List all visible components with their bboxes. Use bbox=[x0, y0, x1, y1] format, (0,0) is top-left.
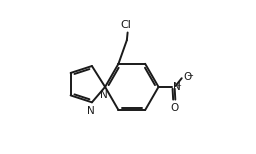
Text: O: O bbox=[170, 103, 178, 113]
Text: Cl: Cl bbox=[120, 20, 131, 30]
Text: O: O bbox=[183, 72, 191, 81]
Text: N: N bbox=[173, 82, 181, 92]
Text: N: N bbox=[87, 106, 95, 116]
Text: N: N bbox=[100, 90, 108, 100]
Text: −: − bbox=[186, 71, 193, 80]
Text: +: + bbox=[176, 83, 182, 89]
